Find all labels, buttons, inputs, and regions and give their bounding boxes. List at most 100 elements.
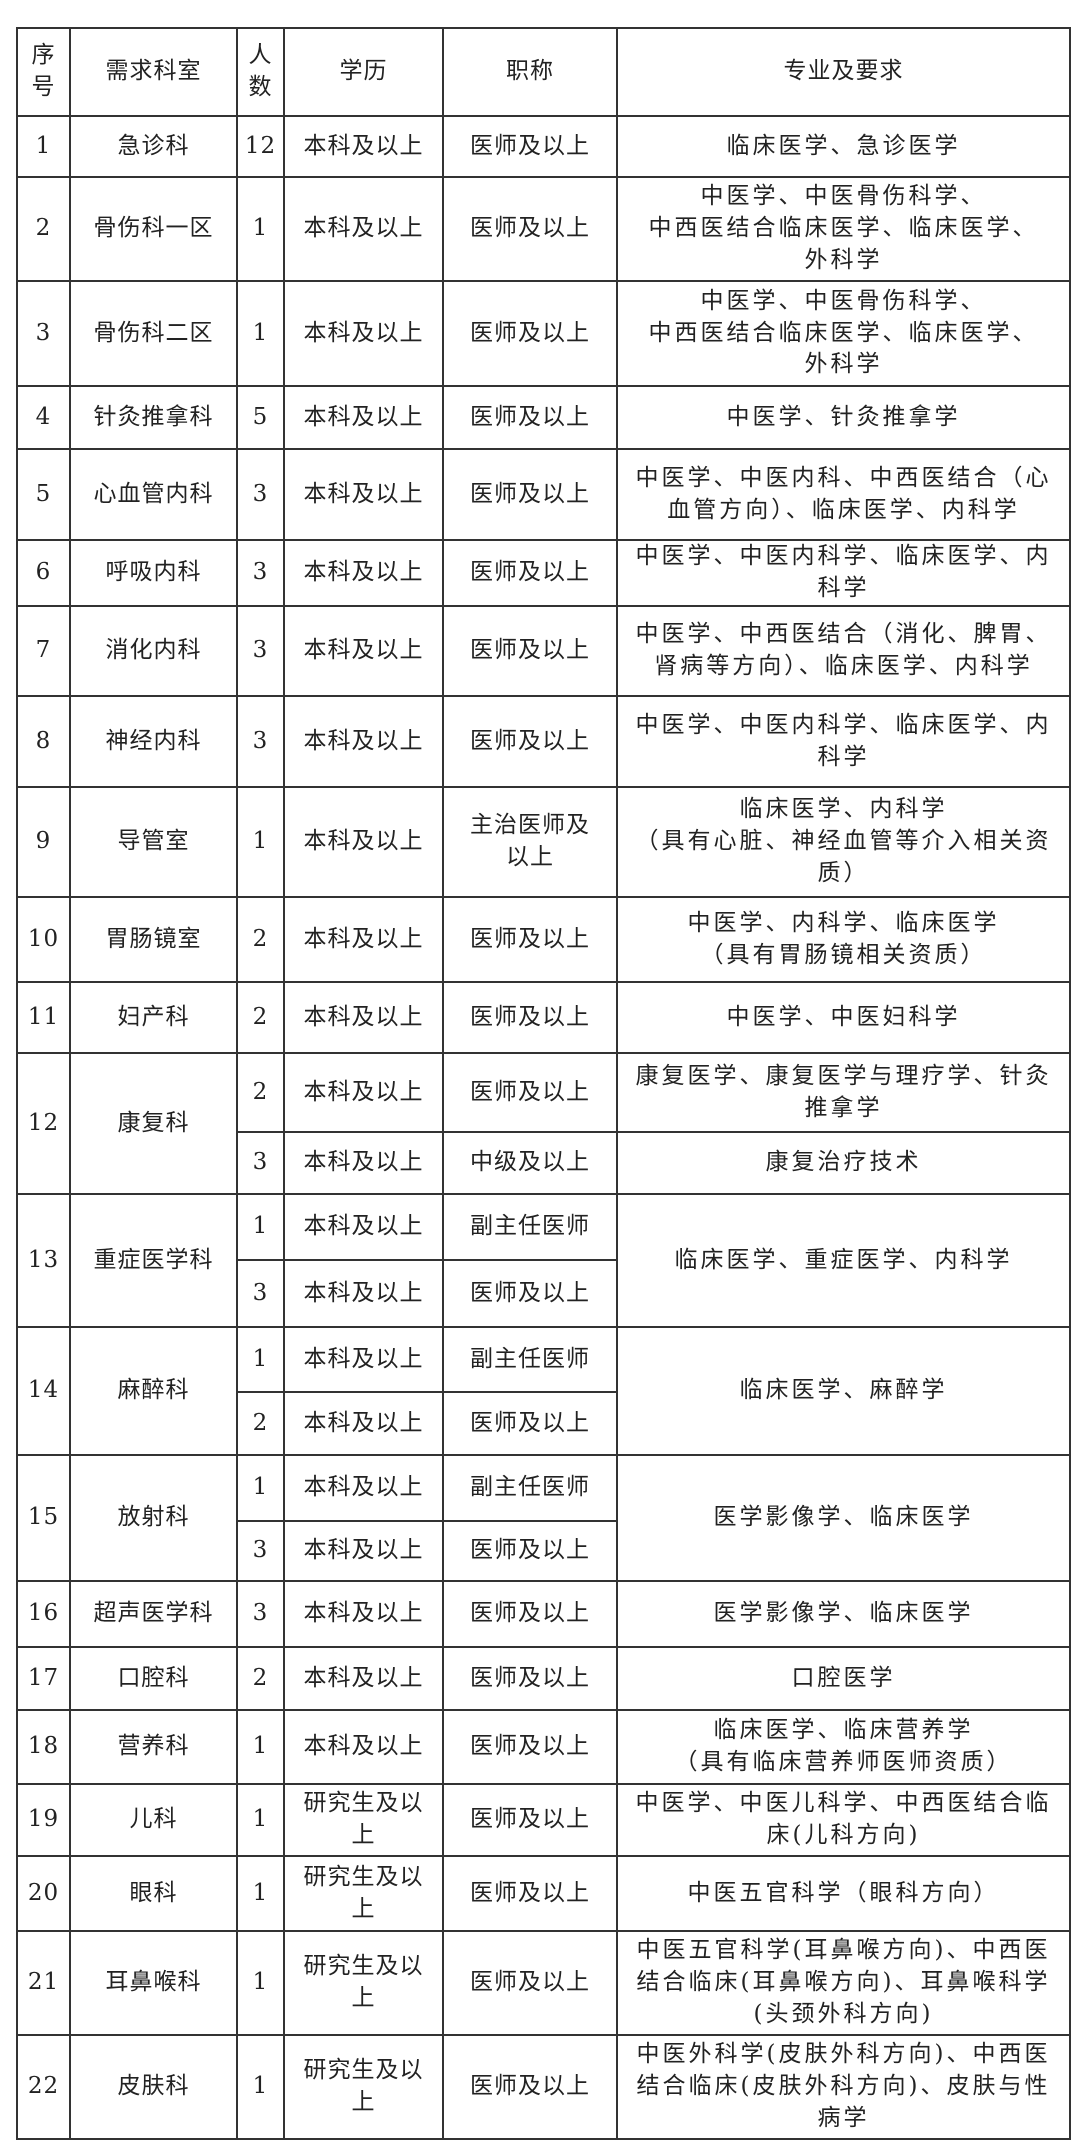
serial-number: 1: [16, 115, 71, 178]
table-row: 8 神经内科 3 本科及以上 医师及以上 中医学、中医内科学、临床医学、内 科学: [16, 695, 1071, 788]
major-requirements: 临床医学、临床营养学 （具有临床营养师医师资质）: [616, 1709, 1071, 1785]
job-title: 医师及以上: [442, 1646, 618, 1711]
major-requirements: 中医学、中医妇科学: [616, 981, 1071, 1054]
headcount: 1: [236, 1454, 285, 1522]
education: 本科及以上: [283, 280, 444, 387]
job-title: 医师及以上: [442, 385, 618, 450]
job-title: 医师及以上: [442, 695, 618, 788]
job-title: 医师及以上: [442, 1520, 618, 1582]
headcount: 1: [236, 176, 285, 282]
table-row: 16 超声医学科 3 本科及以上 医师及以上 医学影像学、临床医学: [16, 1580, 1071, 1648]
department: 皮肤科: [69, 2034, 238, 2140]
major-requirements: 医学影像学、临床医学: [616, 1580, 1071, 1648]
department: 康复科: [69, 1052, 238, 1195]
headcount: 3: [236, 539, 285, 607]
major-requirements: 中医学、中西医结合（消化、脾胃、 肾病等方向）、临床医学、内科学: [616, 605, 1071, 697]
education: 本科及以上: [283, 1131, 444, 1195]
header-count: 人 数: [236, 27, 285, 117]
serial-number: 21: [16, 1930, 71, 2036]
major-requirements: 临床医学、内科学 （具有心脏、神经血管等介入相关资 质）: [616, 786, 1071, 898]
department: 导管室: [69, 786, 238, 898]
serial-number: 4: [16, 385, 71, 450]
job-title: 医师及以上: [442, 1052, 618, 1133]
headcount: 3: [236, 1580, 285, 1648]
major-requirements: 临床医学、麻醉学: [616, 1326, 1071, 1456]
education: 本科及以上: [283, 115, 444, 178]
serial-number: 19: [16, 1783, 71, 1857]
department: 眼科: [69, 1855, 238, 1932]
education: 本科及以上: [283, 539, 444, 607]
education: 本科及以上: [283, 981, 444, 1054]
education: 本科及以上: [283, 1259, 444, 1328]
header-serial: 序 号: [16, 27, 71, 117]
major-requirements: 中医外科学(皮肤外科方向)、中西医 结合临床(皮肤外科方向)、皮肤与性 病学: [616, 2034, 1071, 2140]
headcount: 1: [236, 1193, 285, 1261]
serial-number: 3: [16, 280, 71, 387]
header-education: 学历: [283, 27, 444, 117]
department: 口腔科: [69, 1646, 238, 1711]
table-row: 3 本科及以上 中级及以上 康复治疗技术: [17, 1131, 1071, 1195]
serial-number: 16: [16, 1580, 71, 1648]
job-title: 医师及以上: [442, 2034, 618, 2140]
job-title: 中级及以上: [442, 1131, 618, 1195]
department: 放射科: [69, 1454, 238, 1582]
job-title: 医师及以上: [442, 605, 618, 697]
major-requirements: 临床医学、重症医学、内科学: [616, 1193, 1071, 1328]
department: 针灸推拿科: [69, 385, 238, 450]
job-title: 医师及以上: [442, 1855, 618, 1932]
table-row: 2 骨伤科一区 1 本科及以上 医师及以上 中医学、中医骨伤科学、 中西医结合临床医学、临…: [16, 176, 1071, 282]
department: 急诊科: [69, 115, 238, 178]
education: 本科及以上: [283, 176, 444, 282]
headcount: 3: [236, 1259, 285, 1328]
headcount: 1: [236, 1930, 285, 2036]
table-row: 20 眼科 1 研究生及以 上医师及以上 中医五官科学（眼科方向）: [16, 1855, 1071, 1932]
education: 研究生及以 上: [283, 1930, 444, 2036]
department: 呼吸内科: [69, 539, 238, 607]
table-row: 9 导管室 1 本科及以上 主治医师及 以上 临床医学、内科学 （具有心脏、神经血管等介入…: [16, 786, 1071, 898]
headcount: 1: [236, 786, 285, 898]
headcount: 3: [236, 1520, 285, 1582]
job-title: 医师及以上: [442, 1391, 618, 1456]
education: 研究生及以 上: [283, 2034, 444, 2140]
headcount: 1: [236, 1855, 285, 1932]
education: 研究生及以 上: [283, 1783, 444, 1857]
job-title: 医师及以上: [442, 1259, 618, 1328]
education: 本科及以上: [283, 695, 444, 788]
education: 本科及以上: [283, 1646, 444, 1711]
table-row: 4 针灸推拿科 5 本科及以上 医师及以上 中医学、针灸推拿学: [16, 385, 1071, 450]
education: 本科及以上: [283, 1193, 444, 1261]
job-title: 医师及以上: [442, 1580, 618, 1648]
table-row: 3 本科及以上 医师及以上: [17, 1520, 1070, 1582]
serial-number: 13: [16, 1193, 71, 1328]
serial-number: 11: [16, 981, 71, 1054]
table-row: 5 心血管内科 3 本科及以上 医师及以上 中医学、中医内科、中西医结合（心 血管方向）、…: [16, 448, 1071, 541]
header-department: 需求科室: [69, 27, 238, 117]
major-requirements: 中医学、中医内科学、临床医学、内 科学: [616, 695, 1071, 788]
department: 麻醉科: [69, 1326, 238, 1456]
job-title: 医师及以上: [442, 1930, 618, 2036]
education: 本科及以上: [283, 786, 444, 898]
department: 超声医学科: [69, 1580, 238, 1648]
headcount: 1: [236, 1326, 285, 1393]
serial-number: 6: [16, 539, 71, 607]
table-row: 22 皮肤科 1 研究生及以 上医师及以上 中医外科学(皮肤外科方向)、中西医 结合临床…: [16, 2034, 1071, 2140]
serial-number: 2: [16, 176, 71, 282]
headcount: 3: [236, 448, 285, 541]
major-requirements: 中医五官科学（眼科方向）: [616, 1855, 1071, 1932]
job-title: 医师及以上: [442, 115, 618, 178]
table-row: 14 麻醉科 1 本科及以上 副主任医师 临床医学、麻醉学: [16, 1326, 1071, 1456]
headcount: 3: [236, 605, 285, 697]
department: 儿科: [69, 1783, 238, 1857]
major-requirements: 中医学、中医儿科学、中西医结合临 床(儿科方向): [616, 1783, 1071, 1857]
major-requirements: 中医学、中医内科学、临床医学、内 科学: [616, 539, 1071, 607]
headcount: 2: [236, 981, 285, 1054]
department: 妇产科: [69, 981, 238, 1054]
education: 本科及以上: [283, 605, 444, 697]
headcount: 1: [236, 280, 285, 387]
education: 本科及以上: [283, 1580, 444, 1648]
header-row: 序 号需求科室人 数学历 职称 专业及要求: [16, 27, 1071, 117]
headcount: 1: [236, 1709, 285, 1785]
major-requirements: 中医五官科学(耳鼻喉方向)、中西医 结合临床(耳鼻喉方向)、耳鼻喉科学 (头颈外…: [616, 1930, 1071, 2036]
education: 研究生及以 上: [283, 1855, 444, 1932]
serial-number: 12: [16, 1052, 71, 1195]
